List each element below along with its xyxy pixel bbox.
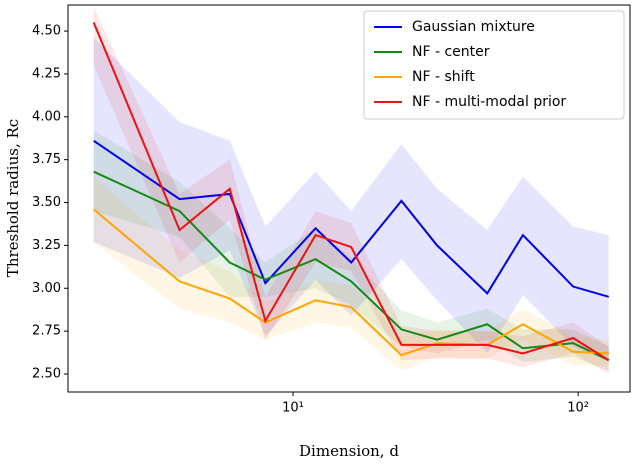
axes-frame [67,4,631,393]
y-tick-label: 4.50 [32,24,61,39]
x-tick-label: 10² [567,401,589,416]
y-tick-label: 3.25 [32,238,61,253]
legend-label: NF - multi-modal prior [412,94,566,110]
legend-label: NF - shift [412,69,475,85]
x-tick-label: 10¹ [282,401,304,416]
legend-box [363,10,625,120]
series-line [93,208,609,357]
y-tick-label: 3.50 [32,195,61,210]
legend-label: NF - center [412,44,490,60]
x-axis-label: Dimension, d [299,442,399,460]
series-line [93,170,610,362]
y-tick-label: 2.75 [32,324,61,339]
confidence-band [93,130,609,371]
y-tick-label: 3.75 [32,152,61,167]
y-axis-label: Threshold radius, Rc [4,119,22,277]
y-tick-label: 4.25 [32,66,61,81]
series-line [92,22,610,362]
plot-area [92,7,610,374]
confidence-band [93,7,609,374]
y-tick-label: 3.00 [32,281,61,296]
confidence-band [93,176,609,371]
y-tick-label: 4.00 [32,109,61,124]
y-tick-label: 2.50 [32,366,61,381]
confidence-band [93,37,609,361]
legend-label: Gaussian mixture [412,19,535,35]
